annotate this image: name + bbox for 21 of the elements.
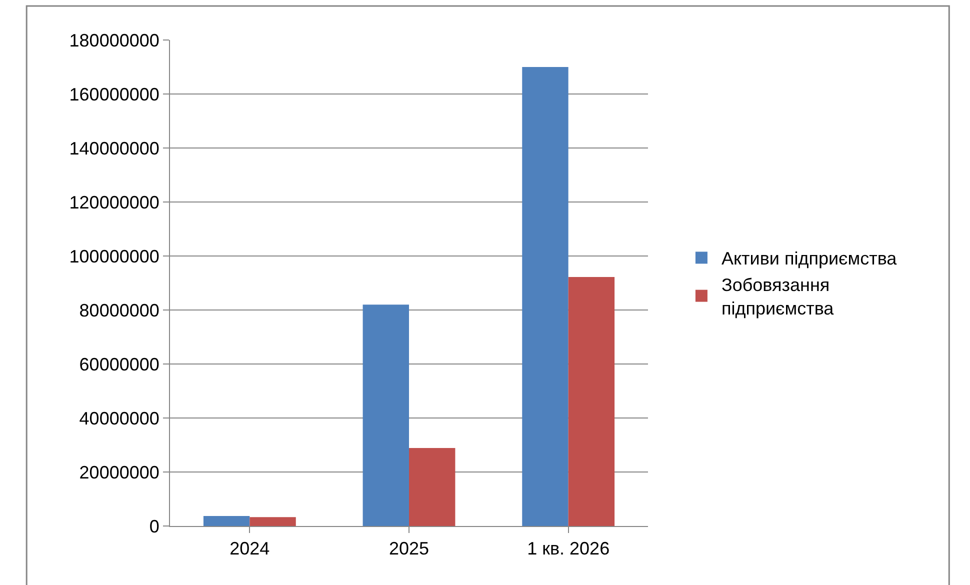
bar bbox=[203, 516, 250, 526]
y-tick-label: 160000000 bbox=[69, 84, 160, 104]
y-tick-label: 60000000 bbox=[79, 354, 160, 374]
y-tick-label: 140000000 bbox=[69, 138, 160, 158]
x-tick-label: 2024 bbox=[230, 538, 270, 559]
y-tick-label: 0 bbox=[149, 516, 160, 536]
y-tick-label: 100000000 bbox=[69, 246, 160, 266]
x-tick-label: 1 кв. 2026 bbox=[527, 538, 610, 559]
y-tick-label: 120000000 bbox=[69, 192, 160, 212]
bar bbox=[568, 277, 615, 526]
y-tick-label: 20000000 bbox=[79, 462, 160, 482]
x-tick-label: 2025 bbox=[388, 538, 430, 559]
bar bbox=[409, 448, 456, 526]
bar bbox=[522, 67, 568, 526]
bar bbox=[362, 304, 409, 526]
legend-label: Зобовязання підприємства bbox=[721, 275, 835, 319]
y-tick-label: 40000000 bbox=[79, 408, 160, 428]
y-tick-label: 180000000 bbox=[69, 30, 160, 50]
bar bbox=[250, 517, 296, 526]
legend-label: Активи підприємства bbox=[721, 248, 898, 269]
y-tick-label: 80000000 bbox=[79, 300, 160, 320]
